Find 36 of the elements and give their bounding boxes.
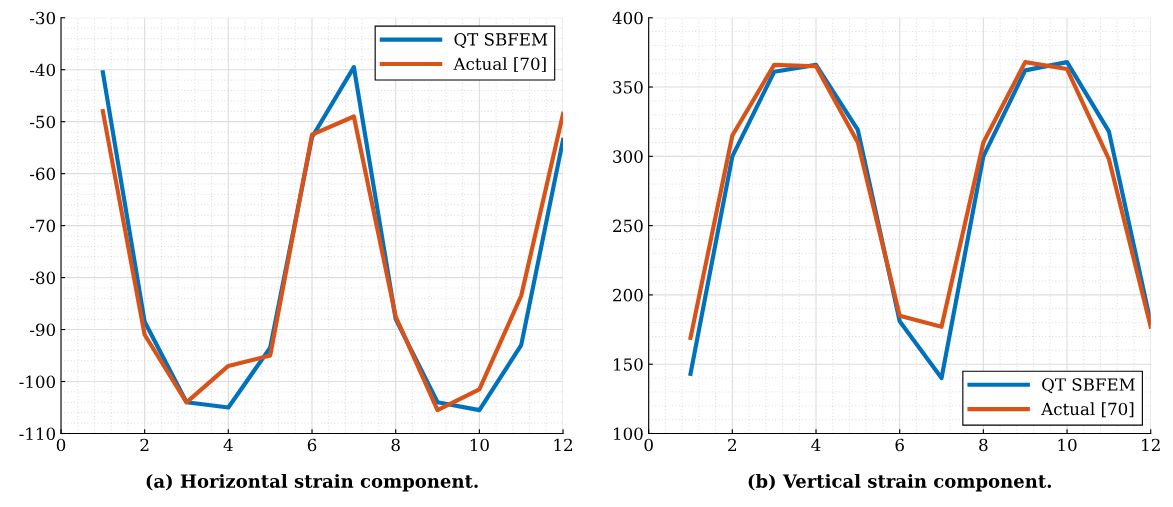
x-axis-title: (a) Horizontal strain component.: [146, 473, 478, 492]
x-tick-label: 12: [554, 438, 573, 452]
y-tick-label: -40: [30, 63, 56, 77]
y-tick-label: 350: [613, 81, 643, 94]
y-tick-label: -50: [30, 115, 56, 129]
y-tick-label: -60: [30, 167, 56, 181]
y-tick-label: 300: [613, 150, 643, 163]
x-tick-label: 10: [1058, 438, 1077, 452]
x-tick-label: 8: [391, 438, 400, 452]
y-tick-label: 400: [612, 11, 643, 25]
y-tick-label: -30: [30, 11, 56, 25]
legend-label: Actual [70]: [1041, 402, 1134, 418]
y-tick-label: -70: [30, 219, 56, 233]
y-tick-label: 100: [614, 427, 643, 441]
x-tick-label: 2: [140, 438, 149, 452]
x-tick-label: 12: [1142, 438, 1160, 452]
legend-label: QT SBFEM: [454, 33, 548, 49]
legend-label: QT SBFEM: [1042, 378, 1135, 394]
x-tick-label: 8: [979, 438, 988, 452]
x-axis-title: (b) Vertical strain component.: [748, 473, 1052, 492]
x-tick-label: 6: [307, 438, 317, 452]
y-tick-label: -90: [30, 323, 56, 337]
y-tick-label: -80: [30, 271, 56, 285]
y-tick-label: -110: [19, 427, 56, 441]
x-tick-label: 0: [56, 438, 66, 452]
y-tick-label: 150: [614, 358, 643, 371]
x-tick-label: 6: [895, 438, 904, 452]
x-tick-label: 2: [728, 438, 737, 452]
x-tick-label: 0: [644, 438, 653, 452]
y-tick-label: -100: [19, 375, 56, 389]
y-tick-label: 250: [613, 219, 643, 233]
x-tick-label: 10: [470, 438, 489, 452]
legend-label: Actual [70]: [453, 57, 546, 73]
x-tick-label: 4: [811, 438, 821, 452]
x-tick-label: 4: [223, 438, 233, 452]
y-tick-label: 200: [613, 288, 643, 302]
